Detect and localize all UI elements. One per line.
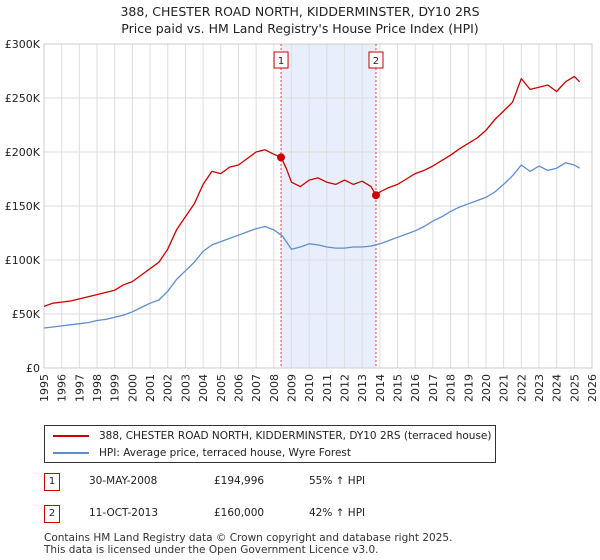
sale-number-badge: 1 [44,473,60,491]
x-tick-label: 2000 [126,374,139,402]
x-tick-label: 2013 [356,374,369,402]
legend-swatch-hpi [53,452,89,454]
x-tick-label: 2004 [197,374,210,402]
x-tick-label: 2024 [551,374,564,402]
x-tick-label: 2020 [480,374,493,402]
legend-label-price: 388, CHESTER ROAD NORTH, KIDDERMINSTER, … [99,430,492,442]
x-tick-label: 1999 [109,374,122,402]
x-tick-label: 2010 [303,374,316,402]
y-tick-label: £300K [5,38,41,51]
sale-hpi-change: 42% ↑ HPI [309,507,366,519]
sale-marker-box [273,51,289,69]
x-tick-label: 1997 [73,374,86,402]
x-tick-label: 2015 [392,374,405,402]
x-tick-label: 2019 [462,374,475,402]
x-tick-label: 2005 [215,374,228,402]
sale-hpi-change: 55% ↑ HPI [309,475,366,487]
sale-date: 11-OCT-2013 [89,507,158,519]
x-tick-label: 2014 [374,374,387,402]
price-chart: £0 £50K £100K £150K £200K £250K £300K 1995 1996 1… [5,38,599,402]
sale-price: £194,996 [214,475,265,487]
x-tick-label: 2007 [250,374,263,402]
x-tick-label: 1998 [91,374,104,402]
x-tick-label: 2002 [162,374,175,402]
x-tick-label: 1996 [56,374,69,402]
sale-date: 30-MAY-2008 [89,475,158,487]
x-tick-label: 2006 [232,374,245,402]
x-tick-label: 2009 [285,374,298,402]
x-tick-label: 2022 [515,374,528,402]
x-tick-label: 2003 [179,374,192,402]
y-tick-label: £200K [5,146,41,159]
legend-item-price: 388, CHESTER ROAD NORTH, KIDDERMINSTER, … [53,428,491,444]
x-tick-label: 2023 [533,374,546,402]
sale-number-badge: 2 [44,505,60,523]
footer-copyright: Contains HM Land Registry data © Crown c… [44,532,453,544]
sale-marker-label: 1 [278,56,284,67]
y-tick-label: £150K [5,200,41,213]
chart-subtitle: Price paid vs. HM Land Registry's House … [121,21,479,36]
legend-item-hpi: HPI: Average price, terraced house, Wyre… [53,445,351,461]
x-tick-label: 2025 [568,374,581,402]
x-tick-label: 2017 [427,374,440,402]
sale-marker-box [368,51,384,69]
y-tick-label: £100K [5,254,41,267]
x-tick-label: 2008 [268,374,281,402]
x-tick-label: 2021 [498,374,511,402]
x-tick-label: 2001 [144,374,157,402]
footer-licence: This data is licensed under the Open Gov… [44,544,379,556]
x-tick-label: 2016 [409,374,422,402]
sale-price: £160,000 [214,507,265,519]
price-series-line [43,75,581,308]
y-tick-label: £50K [12,308,41,321]
x-tick-label: 2026 [586,374,599,402]
x-tick-label: 2012 [339,374,352,402]
chart-title: 388, CHESTER ROAD NORTH, KIDDERMINSTER, … [120,4,480,19]
plot-area [43,43,593,369]
sale-point [371,191,380,200]
x-tick-label: 1995 [38,374,51,402]
hpi-series-line [43,162,580,329]
legend-label-hpi: HPI: Average price, terraced house, Wyre… [99,447,352,459]
legend: 388, CHESTER ROAD NORTH, KIDDERMINSTER, … [44,425,496,463]
sale-point [277,153,286,162]
legend-swatch-price [53,435,89,437]
y-tick-label: £0 [26,362,40,375]
y-tick-label: £250K [5,92,41,105]
x-tick-label: 2011 [321,374,334,402]
x-tick-label: 2018 [445,374,458,402]
sale-marker-label: 2 [373,56,379,67]
